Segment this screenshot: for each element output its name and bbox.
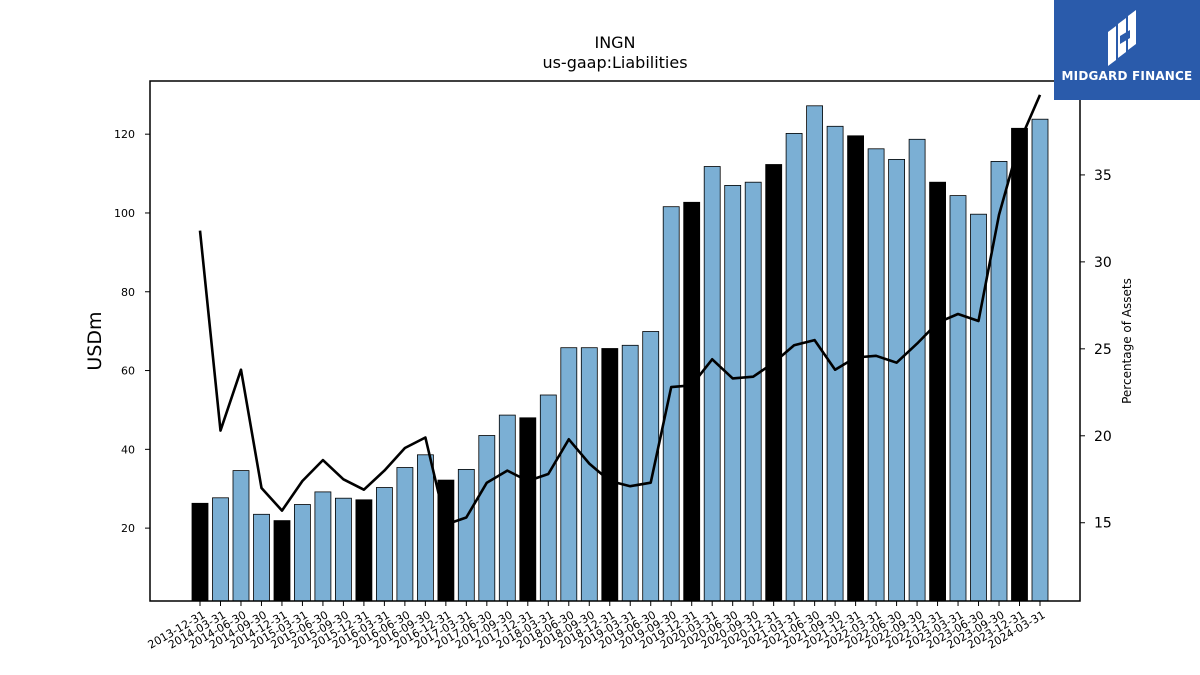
bar [232, 470, 250, 602]
bar [806, 105, 823, 602]
bar [334, 497, 352, 602]
bar [662, 206, 680, 602]
bar [519, 417, 537, 602]
y2-tick-label: 35 [1094, 168, 1112, 184]
y-axis-label: USDm [84, 311, 106, 370]
chart-subtitle: us-gaap:Liabilities [542, 53, 687, 72]
plot-frame [149, 80, 1081, 602]
bar [621, 344, 639, 602]
y2-tick-label: 30 [1094, 255, 1112, 271]
bar [724, 184, 742, 602]
plot-area: 2040608010012015202530352013-12-312014-0… [114, 80, 1112, 652]
bar [212, 497, 229, 602]
bar [785, 132, 803, 602]
bar [293, 504, 311, 602]
bar [970, 213, 987, 602]
bar [908, 138, 926, 602]
bar [990, 160, 1008, 602]
bar [457, 468, 475, 602]
bar [683, 201, 701, 602]
bar [703, 166, 721, 602]
brand-logo: MIDGARD FINANCE [1054, 0, 1200, 100]
y2-tick-label: 20 [1094, 429, 1112, 445]
y-tick-label: 40 [121, 443, 135, 456]
bar [375, 487, 393, 602]
y-tick-label: 80 [121, 286, 135, 299]
bar [867, 148, 885, 602]
y2-tick-label: 15 [1094, 516, 1112, 532]
bar [560, 347, 578, 602]
y-tick-label: 120 [114, 128, 135, 141]
bar [539, 394, 557, 602]
line-series [198, 94, 1042, 526]
bar [642, 331, 660, 602]
bar [273, 520, 291, 602]
bar [416, 454, 434, 602]
bar [765, 164, 783, 602]
chart-title: INGN [594, 33, 635, 52]
y2-axis-label: Percentage of Assets [1120, 278, 1134, 404]
bar [744, 181, 762, 602]
bar [498, 414, 516, 602]
bar [396, 467, 414, 602]
y-tick-label: 20 [121, 522, 135, 535]
brand-name: MIDGARD FINANCE [1061, 69, 1193, 83]
bar [355, 499, 373, 602]
bar [191, 502, 209, 602]
bar [847, 135, 864, 602]
bar [580, 347, 598, 602]
midgard-logo-icon [1108, 10, 1136, 66]
bar [888, 158, 905, 602]
y-tick-label: 100 [114, 207, 135, 220]
bar [929, 181, 946, 602]
bar [478, 435, 496, 602]
y-tick-label: 60 [121, 365, 135, 378]
bar [949, 195, 967, 602]
bar [253, 513, 270, 602]
bar [1031, 118, 1049, 602]
bar [314, 491, 332, 602]
y2-tick-label: 25 [1094, 342, 1112, 358]
bar [1011, 127, 1028, 602]
